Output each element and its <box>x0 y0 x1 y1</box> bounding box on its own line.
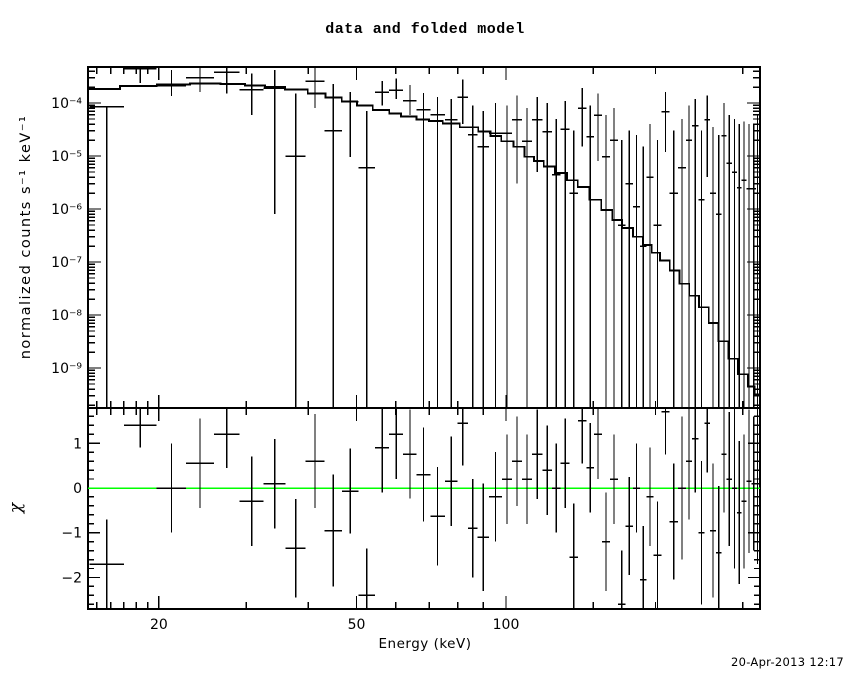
timestamp: 20-Apr-2013 12:17 <box>730 655 844 669</box>
svg-text:10⁻⁸: 10⁻⁸ <box>51 308 82 324</box>
y-axis-label-counts: normalized counts s⁻¹ keV⁻¹ <box>18 114 34 360</box>
residual-data <box>89 409 759 608</box>
x-axis-label: Energy (keV) <box>378 636 472 652</box>
svg-text:20: 20 <box>150 617 168 633</box>
svg-text:10⁻⁵: 10⁻⁵ <box>51 149 82 165</box>
y-axis-label-chi: χ <box>6 502 26 514</box>
svg-text:100: 100 <box>493 617 520 633</box>
svg-text:10⁻⁷: 10⁻⁷ <box>51 255 82 271</box>
page-title: data and folded model <box>325 21 525 38</box>
svg-text:10⁻⁴: 10⁻⁴ <box>51 96 82 112</box>
model-curve <box>88 82 760 396</box>
spectrum-data <box>89 68 759 407</box>
svg-text:−2: −2 <box>61 571 82 587</box>
svg-text:1: 1 <box>73 436 82 452</box>
svg-text:10⁻⁹: 10⁻⁹ <box>51 361 82 377</box>
svg-text:−1: −1 <box>61 526 82 542</box>
tick-labels: 20 50 100 10⁻⁴ 10⁻⁵ 10⁻⁶ 10⁻⁷ 10⁻⁸ 10⁻⁹ 1 0 −1 −2 <box>51 96 519 633</box>
svg-text:50: 50 <box>348 617 366 633</box>
svg-text:0: 0 <box>73 481 82 497</box>
svg-text:10⁻⁶: 10⁻⁶ <box>51 202 82 218</box>
